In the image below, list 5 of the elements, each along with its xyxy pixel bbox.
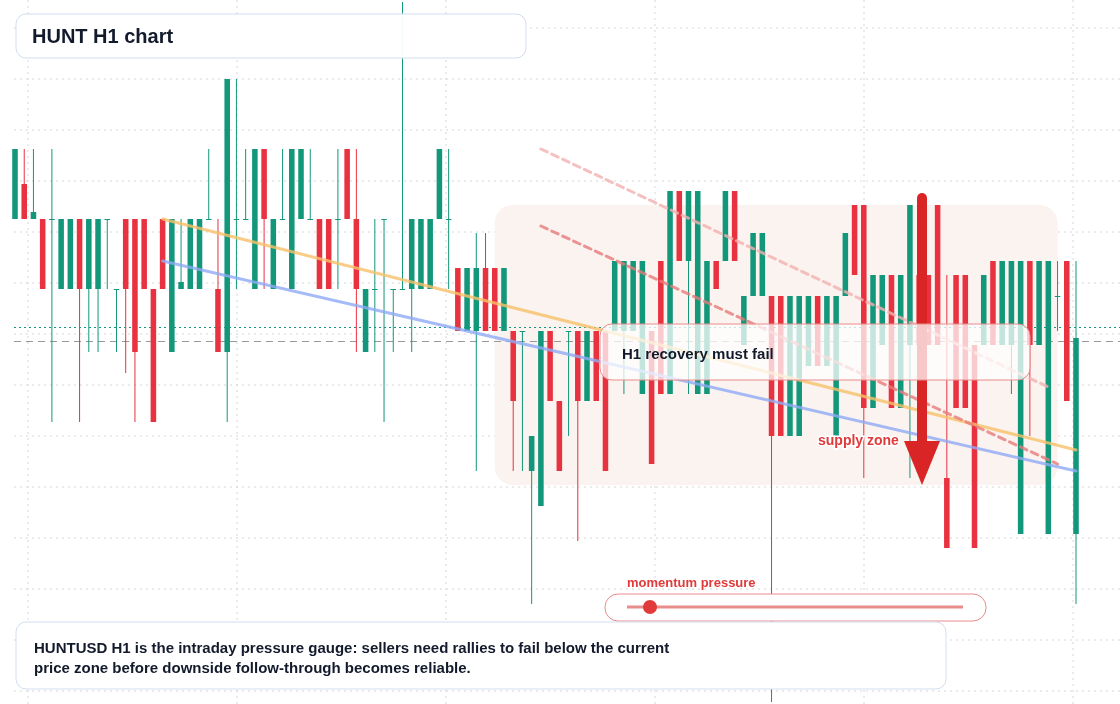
annotation: momentum pressure — [627, 575, 756, 590]
text: HUNT H1 chart — [32, 25, 174, 47]
annotation: HUNTUSD H1 is the intraday pressure gauge: sellers need rallies to fail below the current price zone before downside follow-through becomes reliable. — [34, 639, 670, 676]
band-label: supply zone — [818, 432, 900, 448]
annotation: H1 recovery must fail — [622, 345, 774, 362]
